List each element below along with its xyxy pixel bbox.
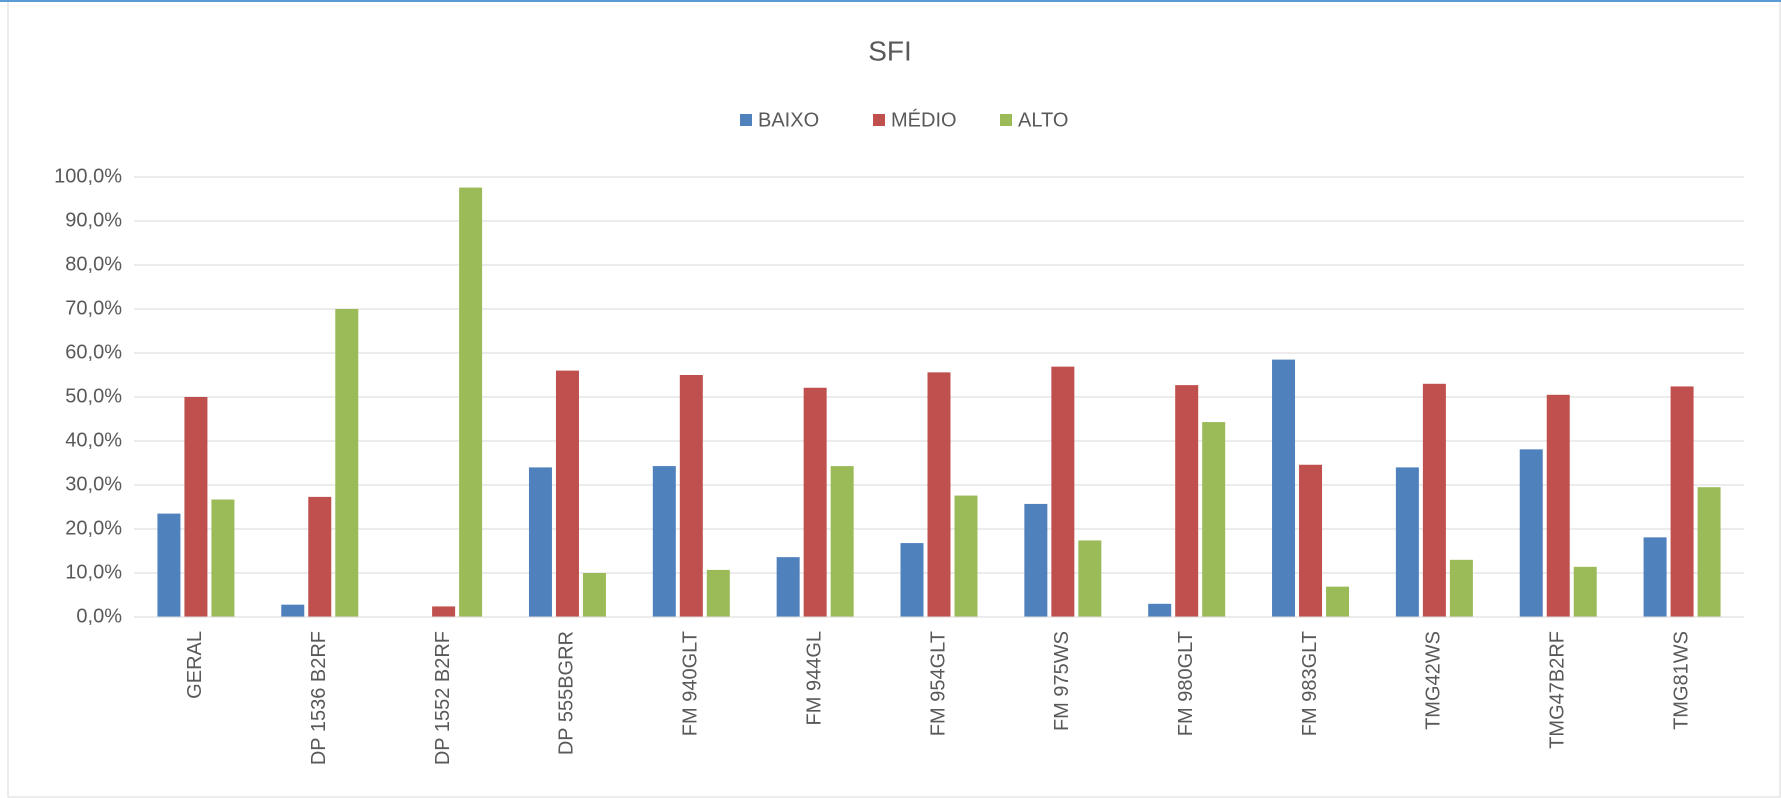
bar — [528, 467, 552, 617]
bar — [1422, 383, 1446, 617]
y-tick-label: 30,0% — [65, 473, 122, 495]
bar — [1643, 537, 1667, 617]
chart-border — [7, 0, 1781, 798]
x-tick-label: DP 1536 B2RF — [308, 631, 330, 765]
x-tick-label: TMG47B2RF — [1547, 631, 1569, 749]
x-tick-label: FM 944GL — [803, 631, 825, 725]
x-tick-label: DP 1552 B2RF — [432, 631, 454, 765]
bar — [308, 496, 332, 617]
bar — [184, 397, 208, 617]
legend-swatch — [1000, 114, 1012, 126]
bar — [803, 387, 827, 617]
bar — [281, 604, 305, 617]
legend-label: BAIXO — [758, 109, 819, 131]
bar — [1519, 449, 1543, 617]
bar — [830, 466, 854, 617]
x-tick-label: FM 954GLT — [927, 631, 949, 736]
bar — [1078, 540, 1102, 617]
y-tick-label: 70,0% — [65, 297, 122, 319]
x-tick-label: FM 975WS — [1051, 631, 1073, 731]
bar — [1051, 366, 1075, 617]
legend-swatch — [873, 114, 885, 126]
bar — [1573, 566, 1597, 617]
bar — [1175, 385, 1199, 617]
y-tick-label: 50,0% — [65, 385, 122, 407]
bar — [555, 370, 579, 617]
bar — [1202, 422, 1226, 617]
bar — [1272, 359, 1296, 617]
legend-label: MÉDIO — [891, 108, 957, 131]
bar — [776, 557, 800, 617]
chart-title: SFI — [868, 35, 912, 66]
bar — [157, 513, 181, 617]
x-tick-label: FM 980GLT — [1175, 631, 1197, 736]
bar — [954, 495, 978, 617]
bar — [652, 466, 676, 617]
bar — [335, 309, 359, 617]
y-tick-label: 80,0% — [65, 253, 122, 275]
x-tick-label: TMG81WS — [1670, 631, 1692, 730]
bar — [679, 375, 703, 617]
bar — [1546, 394, 1570, 617]
y-tick-label: 20,0% — [65, 517, 122, 539]
bar — [1148, 603, 1172, 617]
bar — [900, 543, 924, 617]
y-tick-label: 90,0% — [65, 209, 122, 231]
y-tick-label: 40,0% — [65, 429, 122, 451]
bar — [211, 499, 235, 617]
legend-label: ALTO — [1018, 109, 1068, 131]
y-tick-label: 60,0% — [65, 341, 122, 363]
y-tick-label: 100,0% — [54, 165, 122, 187]
x-tick-label: FM 940GLT — [680, 631, 702, 736]
legend-swatch — [740, 114, 752, 126]
bar — [432, 606, 456, 617]
bar — [1326, 586, 1350, 617]
bar — [1299, 464, 1323, 617]
x-tick-label: GERAL — [184, 631, 206, 699]
x-tick-label: TMG42WS — [1423, 631, 1445, 730]
bar — [1395, 467, 1419, 617]
bar — [1697, 487, 1721, 617]
bar — [927, 372, 951, 617]
bar — [1670, 386, 1694, 617]
bar — [706, 569, 730, 617]
bar — [1449, 559, 1473, 617]
x-tick-label: DP 555BGRR — [556, 631, 578, 755]
y-tick-label: 10,0% — [65, 561, 122, 583]
bar — [459, 187, 483, 617]
x-tick-label: FM 983GLT — [1299, 631, 1321, 736]
bar — [582, 573, 606, 617]
y-tick-label: 0,0% — [76, 605, 122, 627]
bar — [1024, 503, 1048, 617]
